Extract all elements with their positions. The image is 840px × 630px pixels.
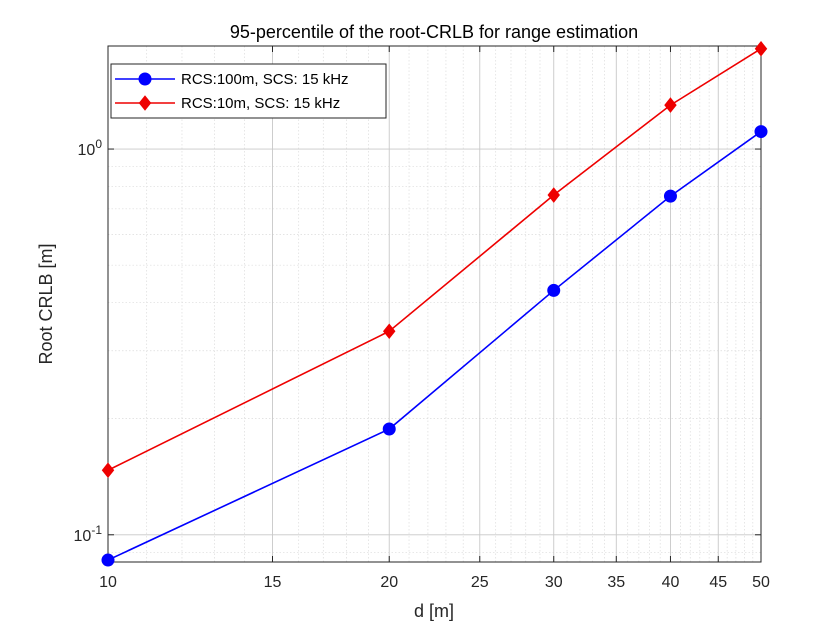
series-2-point — [101, 462, 115, 479]
y-axis: 10-1 100 — [74, 137, 761, 545]
legend-label-2: RCS:10m, SCS: 15 kHz — [181, 95, 340, 112]
legend-box — [110, 63, 387, 119]
y-axis-label: Root CRLB [m] — [36, 243, 56, 364]
chart-title: 95-percentile of the root-CRLB for range… — [230, 22, 638, 42]
x-tick-label: 10 — [99, 574, 117, 591]
x-tick-label: 40 — [662, 574, 680, 591]
series-layer — [101, 40, 768, 567]
y-tick-label: 10-1 — [74, 523, 103, 545]
series-1-point — [382, 422, 396, 436]
x-tick-label: 45 — [709, 574, 727, 591]
x-axis-label: d [m] — [414, 601, 454, 621]
x-tick-label: 50 — [752, 574, 770, 591]
series-2-point — [664, 97, 677, 113]
plot-frame — [107, 45, 762, 563]
plot-area — [108, 46, 761, 562]
legend-label-1: RCS:100m, SCS: 15 kHz — [181, 71, 349, 88]
x-axis: 10 15 20 25 30 35 40 45 50 — [99, 46, 770, 591]
legend-marker-2 — [138, 95, 152, 111]
x-tick-label: 30 — [545, 574, 563, 591]
legend: RCS:100m, SCS: 15 kHz RCS:10m, SCS: 15 kH… — [110, 63, 387, 119]
x-tick-label: 35 — [607, 574, 625, 591]
series-1-point — [101, 553, 115, 567]
x-tick-label: 15 — [264, 574, 282, 591]
series-2-point — [547, 187, 560, 203]
minor-grid — [108, 46, 761, 562]
legend-marker-1 — [138, 72, 152, 86]
x-tick-label: 25 — [471, 574, 489, 591]
series-1-point — [754, 125, 768, 139]
series-2-point — [754, 40, 768, 57]
y-tick-label: 100 — [78, 137, 103, 159]
series-2-point — [382, 323, 396, 340]
x-tick-label: 20 — [380, 574, 398, 591]
series-1-point — [547, 283, 561, 297]
series-1-point — [663, 189, 677, 203]
